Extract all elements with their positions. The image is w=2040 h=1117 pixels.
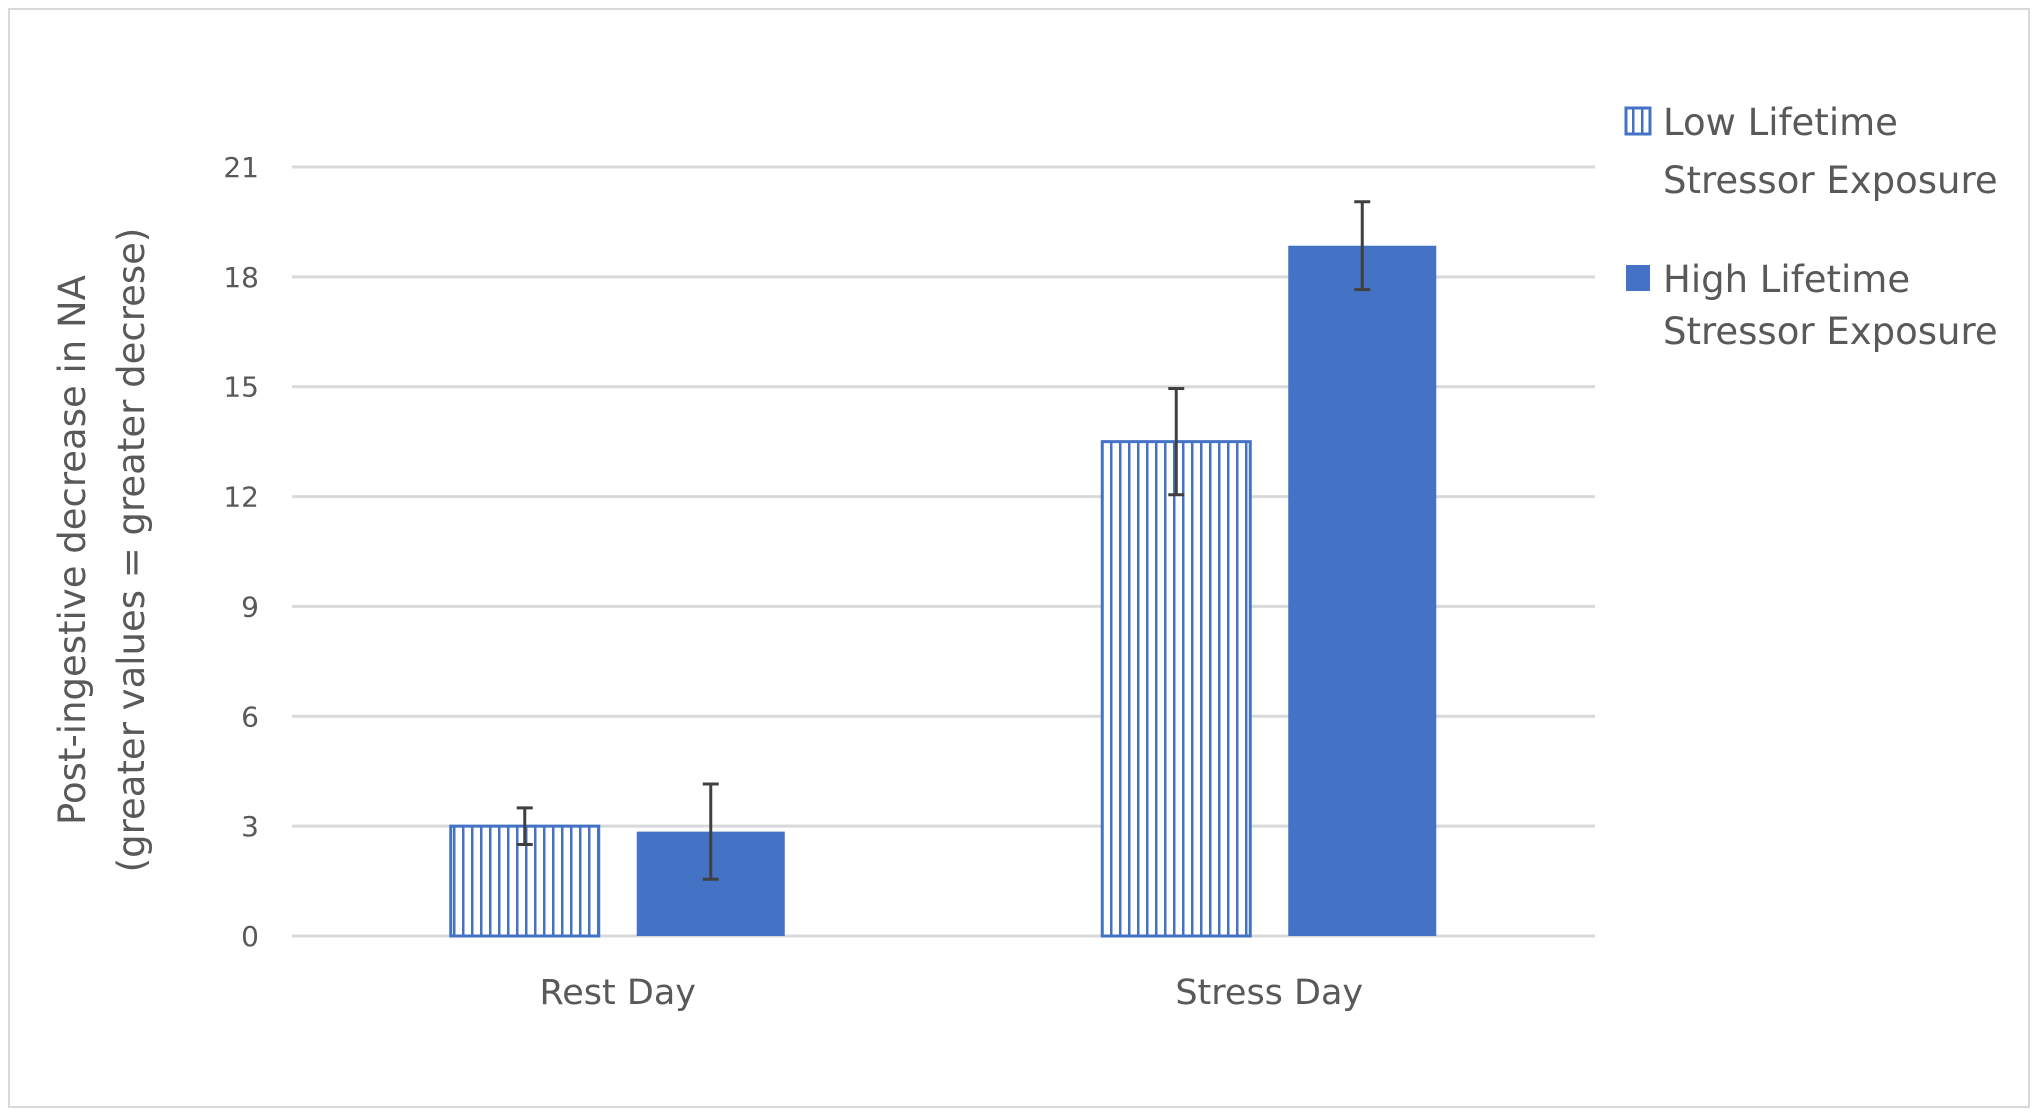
y-axis-title: Post-ingestive decrease in NA (greater v… — [51, 228, 153, 873]
x-category-label: Stress Day — [1175, 973, 1363, 1013]
legend-swatch — [1626, 265, 1650, 291]
legend-swatch — [1624, 106, 1652, 136]
y-tick-label: 12 — [223, 481, 259, 514]
x-axis-categories: Rest Day Stress Day — [540, 973, 1364, 1013]
y-tick-label: 21 — [223, 151, 259, 184]
legend-label-line: Stressor Exposure — [1663, 159, 1998, 202]
bars — [449, 245, 1437, 938]
error-bar-low-stress-day — [1168, 387, 1185, 497]
chart-frame — [8, 8, 2030, 1108]
y-tick-label: 0 — [241, 920, 259, 953]
y-axis-ticks: 0 3 6 9 12 15 18 21 — [223, 151, 259, 953]
error-bar-low-rest-day — [516, 806, 533, 846]
y-tick-label: 6 — [241, 700, 259, 733]
legend-item-low: Low Lifetime Stressor Exposure — [1624, 101, 1998, 202]
error-bar-high-stress-day — [1354, 200, 1371, 292]
error-bar-high-rest-day — [702, 782, 719, 881]
y-axis-title-line1: Post-ingestive decrease in NA — [51, 275, 94, 825]
error-bars — [516, 200, 1371, 881]
bar-low-stress-day — [1100, 440, 1252, 938]
legend-label-line: Low Lifetime — [1663, 101, 1898, 144]
legend-label-line: High Lifetime — [1663, 258, 1910, 301]
legend-item-high: High Lifetime Stressor Exposure — [1626, 258, 1998, 353]
legend-label-line: Stressor Exposure — [1663, 310, 1998, 353]
x-category-label: Rest Day — [540, 973, 696, 1013]
y-tick-label: 15 — [223, 371, 259, 404]
y-axis-title-line2: (greater values = greater decrese) — [110, 228, 153, 873]
y-tick-label: 3 — [241, 810, 259, 843]
y-tick-label: 9 — [241, 590, 259, 623]
y-tick-label: 18 — [223, 261, 259, 294]
bar-high-stress-day — [1288, 245, 1437, 936]
